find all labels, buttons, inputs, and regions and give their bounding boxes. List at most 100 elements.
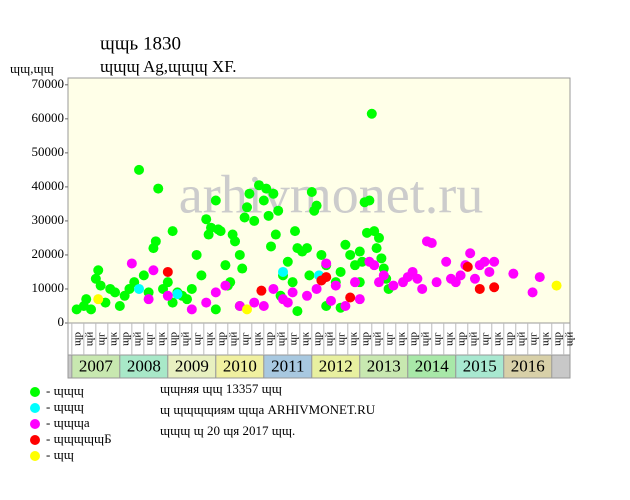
x-tick-label: ɰк <box>539 331 551 346</box>
x-tick-label: ɰр <box>407 331 419 346</box>
point <box>210 287 221 298</box>
point <box>349 277 360 288</box>
point <box>162 266 173 277</box>
point <box>357 256 368 267</box>
point <box>143 294 154 305</box>
point <box>268 188 279 199</box>
x-tick-label: ɰк <box>155 331 167 346</box>
point <box>345 292 356 303</box>
point <box>93 294 104 305</box>
chart-subtitle: ɰɰɰ Ag,ɰɰɰ XF. <box>100 57 237 76</box>
point <box>551 280 562 291</box>
point <box>93 265 104 276</box>
point <box>465 248 476 259</box>
point <box>354 294 365 305</box>
note: ɰɰняя ɰɰ 13357 ɰɰ <box>160 381 282 396</box>
x-tick-label: ɰк <box>347 331 359 346</box>
x-tick-label: ɰк <box>443 331 455 346</box>
point <box>153 183 164 194</box>
point <box>201 297 212 308</box>
point <box>249 297 260 308</box>
point <box>462 261 473 272</box>
point <box>378 270 389 281</box>
point <box>242 202 253 213</box>
x-tick-label: ɰг <box>143 332 155 346</box>
year-label: 2013 <box>367 356 401 375</box>
x-tick-label: ɰк <box>491 331 503 346</box>
x-tick-label: ɰр <box>551 331 563 346</box>
point <box>148 265 159 276</box>
point <box>242 304 253 315</box>
point <box>431 277 442 288</box>
point <box>150 236 161 247</box>
point <box>239 212 250 223</box>
point <box>325 295 336 306</box>
x-tick-label: ɰй <box>227 332 239 347</box>
y-tick-label: 70000 <box>32 76 65 91</box>
year-label: 2014 <box>415 356 450 375</box>
x-tick-label: ɰр <box>359 331 371 346</box>
point <box>114 300 125 311</box>
point <box>258 195 269 206</box>
point <box>340 300 351 311</box>
point <box>345 249 356 260</box>
x-tick-label: ɰг <box>95 332 107 346</box>
point <box>220 260 231 271</box>
legend-label: - ɰɰ <box>46 447 74 462</box>
x-tick-label: ɰг <box>479 332 491 346</box>
point <box>234 249 245 260</box>
point <box>167 226 178 237</box>
year-label: 2010 <box>223 356 257 375</box>
point <box>186 304 197 315</box>
x-tick-label: ɰр <box>263 331 275 346</box>
legend-label: - ɰɰɰа <box>46 415 90 430</box>
y-tick-label: 0 <box>58 314 65 329</box>
point <box>371 243 382 254</box>
point <box>508 268 519 279</box>
legend-label: - ɰɰɰ <box>46 383 84 398</box>
series <box>126 236 545 315</box>
point <box>302 290 313 301</box>
x-tick-label: ɰг <box>287 332 299 346</box>
x-tick-label: ɰр <box>215 331 227 346</box>
point <box>321 258 332 269</box>
point <box>474 283 485 294</box>
year-label: 2016 <box>511 356 545 375</box>
x-tick-label: ɰй <box>467 332 479 347</box>
legend-marker <box>30 419 40 429</box>
point <box>215 226 226 237</box>
point <box>134 283 145 294</box>
year-label: 2009 <box>175 356 209 375</box>
point <box>162 290 173 301</box>
point <box>220 280 231 291</box>
point <box>290 226 301 237</box>
point <box>366 108 377 119</box>
point <box>266 241 277 252</box>
year-label: 2012 <box>319 356 353 375</box>
point <box>373 232 384 243</box>
point <box>256 285 267 296</box>
x-tick-label: ɰр <box>119 331 131 346</box>
legend-marker <box>30 403 40 413</box>
x-tick-label: ɰй <box>179 332 191 347</box>
point <box>134 164 145 175</box>
point <box>278 266 289 277</box>
point <box>186 283 197 294</box>
point <box>306 186 317 197</box>
x-tick-label: ɰр <box>455 331 467 346</box>
point <box>376 253 387 264</box>
legend-marker <box>30 435 40 445</box>
watermark: arhivmonet.ru <box>179 164 483 224</box>
point <box>330 280 341 291</box>
note: ɰ ɰɰɰɰиям ɰɰа ARHIVMONET.RU <box>160 402 376 417</box>
x-tick-label: ɰй <box>131 332 143 347</box>
y-tick-label: 50000 <box>32 144 65 159</box>
series <box>162 261 500 303</box>
x-tick-label: ɰй <box>419 332 431 347</box>
point <box>426 238 437 249</box>
point <box>210 304 221 315</box>
point <box>196 270 207 281</box>
y-tick-label: 20000 <box>32 246 65 261</box>
